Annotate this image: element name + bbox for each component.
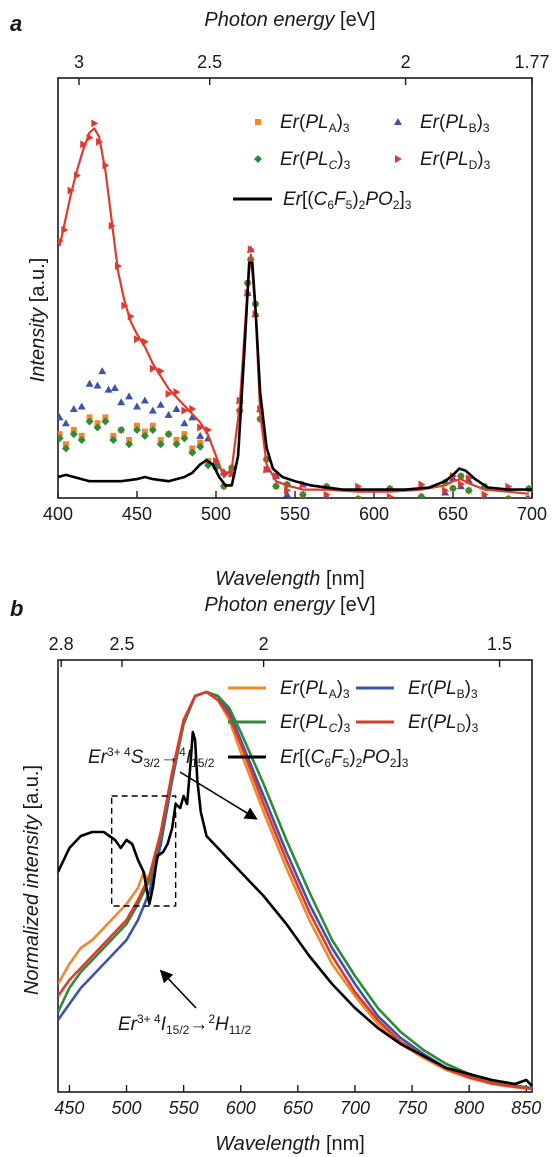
panel-a-legend-label-er-plb-3: Er(PLB)3 (420, 112, 490, 135)
panel-a-legend-label-er-pla-3: Er(PLA)3 (280, 112, 350, 135)
panel-b-legend: Er(PLA)3 Er(PLB)3 Er(PLC)3 Er(PLD)3 Er[(C6F5… (228, 678, 479, 770)
panel-a-y-axis-label: Intensity [a.u.] (27, 258, 49, 383)
panel-b-legend-label-er-c6f5-2po2-3: Er[(C6F5)2PO2]3 (280, 747, 409, 770)
panel-a-series-er-pld-3-point-37 (387, 493, 394, 501)
panel-b-top-axis-label: Photon energy [eV] (204, 594, 375, 616)
panel-a-series-er-c6f5-2po2-3-line (58, 263, 532, 490)
panel-a-legend-marker-er-plc-3 (254, 155, 262, 163)
panel-a-x-tick-label-550: 550 (280, 504, 310, 524)
panel-b-legend-label-er-plc-3: Er(PLC)3 (280, 712, 351, 735)
panel-a-legend-label-er-pld-3: Er(PLD)3 (420, 149, 491, 172)
panel-a-series-group (56, 119, 533, 502)
panel-b-letter: b (10, 596, 23, 621)
panel-a-series-er-plb-3-point-3 (78, 402, 86, 409)
panel-b-legend-label-er-plb-3: Er(PLB)3 (408, 678, 478, 701)
panel-b-top-tick-label-2: 2 (259, 634, 269, 654)
panel-a-series-er-plb-3-point-11 (133, 402, 141, 409)
panel-a-x-tick-label-650: 650 (438, 504, 468, 524)
panel-a-top-tick-label-3: 1.77 (514, 52, 549, 72)
panel-a-series-er-plb-3-point-5 (94, 381, 102, 388)
panel-b-top-tick-label-3: 1.5 (487, 634, 512, 654)
panel-a-legend-label-er-c6f5-2po2-3: Er[(C6F5)2PO2]3 (283, 189, 412, 212)
panel-b-x-tick-label-550: 550 (169, 1098, 199, 1118)
panel-a-x-axis-label: Wavelength [nm] (215, 568, 365, 590)
panel-a-series-er-plb-3-point-2 (70, 405, 78, 412)
panel-a-top-tick-label-0: 3 (74, 52, 84, 72)
panel-b-x-tick-label-450: 450 (54, 1098, 84, 1118)
panel-a-letter: a (10, 11, 22, 36)
panel-a-series-er-plb-3-point-16 (173, 405, 181, 412)
panel-a-series-er-pld-3-point-6 (91, 119, 98, 127)
panel-b-annotation-arrow-s32 (180, 772, 255, 818)
panel-b-x-tick-label-600: 600 (226, 1098, 256, 1118)
panel-a-series-er-plb-3 (56, 245, 533, 501)
panel-a-series-er-plb-3-point-6 (98, 367, 106, 374)
panel-a-legend: Er(PLA)3 Er(PLB)3 Er(PLC)3 Er(PLD)3 Er[(C6F5… (233, 112, 491, 212)
panel-a-series-er-pla-3 (57, 256, 532, 501)
panel-a-x-tick-label-400: 400 (43, 504, 73, 524)
panel-b-y-axis-label: Normalized intensity [a.u.] (21, 765, 43, 995)
panel-a-series-er-plb-3-point-17 (180, 419, 188, 426)
panel-a-series-er-plb-3-point-0 (56, 413, 64, 420)
panel-a-series-er-plc-3 (56, 255, 533, 502)
panel-b-top-tick-label-1: 2.5 (109, 634, 134, 654)
panel-a-series-er-plb-3-point-9 (117, 398, 125, 405)
panel-b-x-tick-label-650: 650 (283, 1098, 313, 1118)
panel-b-x-tick-label-850: 850 (511, 1098, 541, 1118)
panel-a-x-tick-label-500: 500 (201, 504, 231, 524)
panel-b-top-tick-label-0: 2.8 (49, 634, 74, 654)
panel-a-series-er-plb-3-point-13 (149, 407, 157, 414)
panel-a-series-er-plb-3-point-14 (157, 401, 165, 408)
panel-a-legend-marker-er-plb-3 (394, 118, 402, 125)
panel-a-series-er-plb-3-point-4 (86, 380, 94, 387)
panel-b-legend-label-er-pld-3: Er(PLD)3 (408, 712, 479, 735)
panel-a-series-er-plb-3-point-7 (105, 386, 113, 393)
panel-a-top-tick-label-2: 2 (401, 52, 411, 72)
panel-b-chart: b Photon energy [eV] 450 500 550 600 650 700 7… (10, 594, 541, 1155)
panel-a-series-er-plb-3-point-10 (125, 392, 133, 399)
panel-a-frame (58, 78, 532, 498)
panel-b-annotation-arrow-h112 (162, 972, 196, 1008)
panel-b-legend-label-er-pla-3: Er(PLA)3 (280, 678, 350, 701)
panel-b-plot-area: 450 500 550 600 650 700 750 800 850 2.8 2.5 2 1.5 Er(… (49, 634, 542, 1118)
panel-a-legend-label-er-plc-3: Er(PLC)3 (280, 149, 351, 172)
panel-a-legend-marker-er-pla-3 (255, 119, 261, 125)
panel-a-series-er-plb-3-point-19 (196, 432, 204, 439)
panel-b-x-tick-label-500: 500 (112, 1098, 142, 1118)
panel-a-top-axis-label: Photon energy [eV] (204, 9, 375, 31)
panel-b-x-tick-label-750: 750 (397, 1098, 427, 1118)
panel-a-x-tick-label-700: 700 (517, 504, 547, 524)
panel-a-top-tick-label-1: 2.5 (197, 52, 222, 72)
panel-a-chart: a Photon energy [eV] 400 450 500 550 600 650 7… (10, 9, 550, 590)
panel-a-series-er-plb-3-point-12 (141, 397, 149, 404)
panel-b-annotation-h112: Er3+ 4I15/2→2H11/2 (118, 1012, 252, 1037)
panel-a-series-er-plb-3-point-8 (111, 384, 119, 391)
panel-b-x-axis-label: Wavelength [nm] (215, 1133, 365, 1155)
panel-a-x-tick-label-600: 600 (359, 504, 389, 524)
panel-a-x-tick-label-450: 450 (122, 504, 152, 524)
panel-b-x-tick-label-700: 700 (340, 1098, 370, 1118)
panel-a-legend-marker-er-pld-3 (395, 155, 402, 163)
panel-b-x-tick-label-800: 800 (454, 1098, 484, 1118)
panel-a-series-er-plb-3-point-15 (165, 411, 173, 418)
